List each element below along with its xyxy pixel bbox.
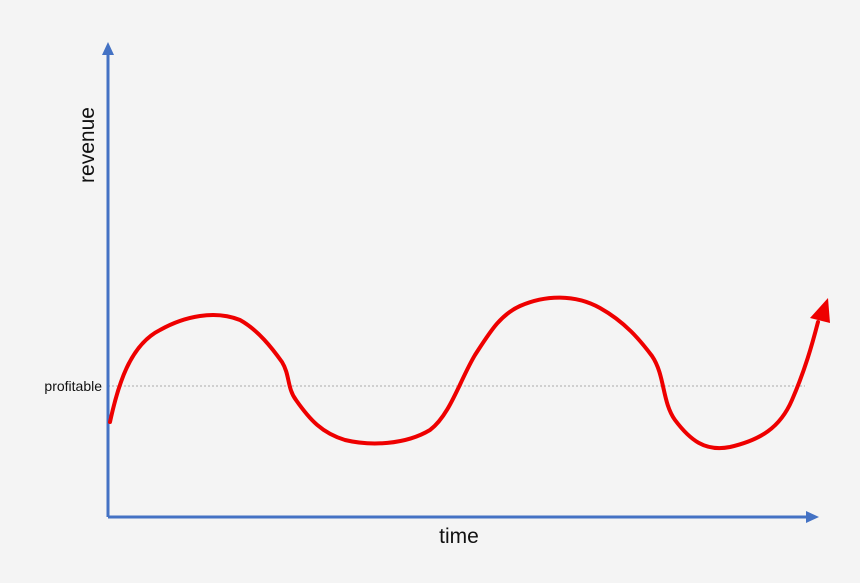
curve-arrow: [810, 298, 830, 323]
x-axis-label: time: [439, 525, 479, 548]
x-axis-arrow: [806, 511, 819, 523]
revenue-curve: [108, 295, 820, 451]
y-axis-label: revenue: [76, 107, 99, 183]
y-axis-arrow: [102, 42, 114, 55]
reference-label: profitable: [44, 378, 102, 394]
